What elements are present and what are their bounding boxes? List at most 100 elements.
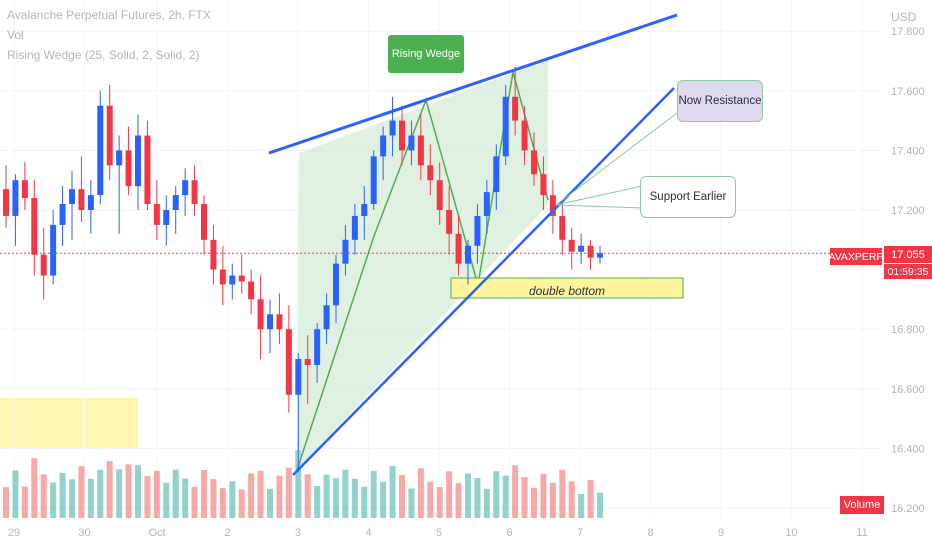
price-tick-label: 17.200 — [891, 205, 925, 217]
volume-bar — [248, 473, 255, 518]
volume-bar — [182, 478, 189, 518]
candle-body — [31, 198, 38, 255]
rising-wedge-label: Rising Wedge — [388, 35, 464, 73]
volume-bar — [97, 469, 104, 518]
candle-body — [87, 195, 94, 210]
volume-bar — [172, 469, 179, 518]
volume-bar — [436, 487, 443, 518]
price-tick-label: 17.800 — [891, 26, 925, 38]
now-resistance-callout: Now Resistance — [677, 80, 763, 122]
time-tick-label: 30 — [78, 527, 90, 539]
vol-legend: Vol — [7, 28, 24, 42]
candle-body — [446, 210, 453, 234]
candle-body — [323, 305, 330, 330]
candle-body — [163, 210, 170, 225]
volume-bar — [219, 488, 226, 518]
candle-body — [285, 329, 292, 395]
support-pointer — [555, 185, 643, 206]
volume-bar — [531, 487, 537, 518]
volume-bar — [351, 478, 358, 518]
candle-body — [248, 281, 255, 300]
candle-body — [69, 189, 75, 205]
candle-body — [144, 135, 151, 205]
time-tick-label: 8 — [647, 527, 653, 539]
volume-bar — [578, 494, 585, 518]
volume-bar — [106, 461, 113, 518]
chart-title: Avalanche Perpetual Futures, 2h, FTX — [7, 8, 211, 22]
volume-bar — [257, 470, 264, 518]
price-tick-label: 16.400 — [891, 443, 925, 455]
candle-body — [219, 269, 226, 285]
candle-body — [568, 239, 575, 252]
time-tick-label: 4 — [365, 527, 371, 539]
time-tick-label: 9 — [718, 527, 724, 539]
volume-bar — [12, 470, 19, 518]
candle-body — [549, 195, 556, 216]
volume-bar — [389, 466, 396, 518]
countdown-tag: 01:59:35 — [884, 264, 932, 279]
volume-bar — [31, 458, 38, 518]
volume-bar — [144, 476, 151, 518]
volume-bar — [361, 486, 368, 518]
candle-body — [116, 150, 123, 166]
candle-body — [257, 299, 264, 330]
candle-body — [493, 156, 500, 193]
candle-body — [351, 215, 358, 240]
volume-bar — [446, 471, 453, 518]
volume-bar — [135, 465, 141, 518]
support-pointer — [555, 204, 643, 209]
volume-bar — [559, 469, 566, 518]
candle-body — [465, 245, 471, 264]
price-tick-label: 16.600 — [891, 384, 925, 396]
volume-bar — [59, 473, 66, 518]
candle-body — [21, 180, 28, 199]
price-tick-label: 16.800 — [891, 324, 925, 336]
volume-bar — [163, 482, 170, 518]
candle-body — [59, 204, 66, 225]
candle-body — [304, 359, 311, 365]
candle-body — [342, 239, 349, 264]
volume-bar — [40, 474, 47, 518]
candle-body — [50, 224, 57, 276]
candle-body — [295, 359, 302, 395]
candle-body — [436, 180, 443, 210]
candle-body — [361, 204, 368, 216]
candle-body — [40, 254, 47, 276]
last-price-tag: 17.055 — [884, 246, 932, 263]
candle-body — [229, 275, 236, 285]
volume-bar — [521, 477, 528, 518]
volume-bar — [323, 474, 330, 518]
upper-trendline — [268, 13, 678, 155]
volume-bar — [267, 488, 273, 518]
volume-bar — [191, 486, 198, 518]
volume-bar — [380, 481, 387, 518]
candle-body — [417, 135, 424, 166]
lower-trendline — [292, 87, 675, 476]
volume-bar — [153, 471, 160, 518]
support-earlier-callout: Support Earlier — [640, 176, 736, 218]
candle-body — [125, 150, 132, 187]
wedge-area — [297, 60, 548, 470]
volume-bar — [399, 475, 405, 518]
volume-bar — [587, 480, 594, 518]
candle-body — [399, 120, 405, 151]
time-tick-label: 7 — [577, 527, 583, 539]
volume-bar — [125, 464, 132, 518]
volume-bar — [78, 466, 85, 518]
currency-label: USD — [891, 10, 917, 24]
volume-bar — [333, 478, 339, 518]
volume-bar — [276, 475, 283, 518]
candle-body — [389, 120, 396, 136]
candle-body — [370, 156, 377, 205]
candle-body — [78, 189, 85, 210]
candle-body — [238, 275, 245, 282]
wedge-zigzag — [296, 71, 549, 471]
candle-body — [12, 180, 19, 216]
candle-body — [512, 96, 519, 121]
candle-body — [483, 192, 490, 216]
candle-body — [97, 105, 104, 196]
volume-bar — [314, 486, 321, 518]
candle-body — [182, 180, 189, 196]
